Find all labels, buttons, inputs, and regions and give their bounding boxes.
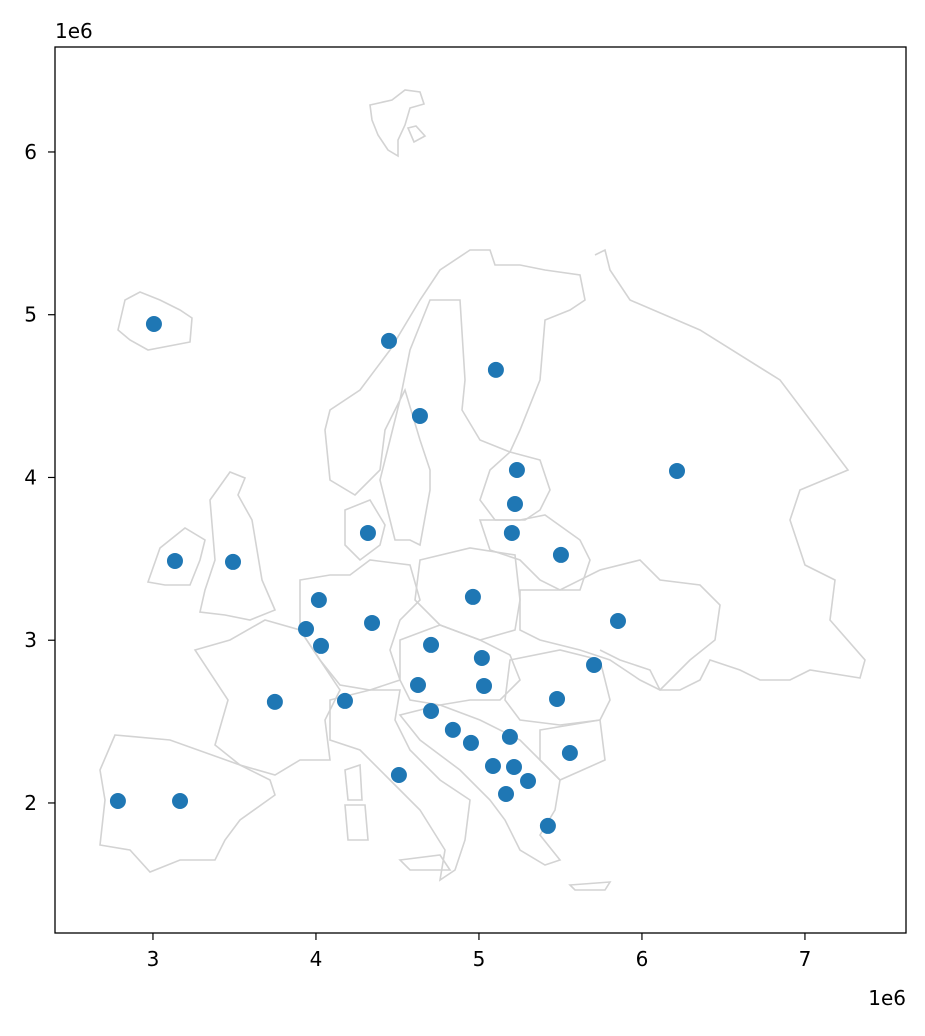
scatter-point — [390, 766, 407, 783]
scatter-point — [109, 793, 126, 810]
scatter-point — [484, 758, 501, 775]
scatter-point — [549, 690, 566, 707]
scatter-point — [145, 315, 162, 332]
y-offset-label: 1e6 — [55, 19, 93, 43]
x-tick-label: 7 — [799, 947, 812, 971]
scatter-point — [310, 592, 327, 609]
scatter-point — [464, 588, 481, 605]
scatter-point — [411, 407, 428, 424]
scatter-point — [552, 546, 569, 563]
scatter-point — [298, 620, 315, 637]
scatter-point — [336, 692, 353, 709]
scatter-point — [473, 649, 490, 666]
scatter-point — [586, 656, 603, 673]
scatter-point — [380, 332, 397, 349]
scatter-point — [668, 462, 685, 479]
scatter-point — [520, 772, 537, 789]
scatter-point — [313, 637, 330, 654]
scatter-point — [224, 553, 241, 570]
scatter-point — [501, 728, 518, 745]
x-tick-label: 3 — [147, 947, 160, 971]
scatter-point — [498, 786, 515, 803]
scatter-points — [109, 315, 685, 834]
scatter-point — [609, 613, 626, 630]
scatter-point — [539, 817, 556, 834]
scatter-point — [503, 524, 520, 541]
x-tick-label: 6 — [636, 947, 649, 971]
y-tick-label: 3 — [24, 628, 37, 652]
scatter-point — [508, 461, 525, 478]
scatter-point — [423, 636, 440, 653]
scatter-point — [364, 614, 381, 631]
scatter-point — [462, 734, 479, 751]
y-axis: 2 3 4 5 6 — [24, 140, 55, 815]
x-tick-label: 4 — [310, 947, 323, 971]
scatter-point — [444, 721, 461, 738]
scatter-point — [561, 745, 578, 762]
scatter-point — [166, 552, 183, 569]
y-tick-label: 5 — [24, 303, 37, 327]
scatter-point — [409, 676, 426, 693]
scatter-point — [359, 524, 376, 541]
x-axis: 3 4 5 6 7 — [147, 933, 812, 971]
x-tick-label: 5 — [473, 947, 486, 971]
scatter-point — [505, 758, 522, 775]
y-tick-label: 4 — [24, 465, 37, 489]
plot-area-frame — [54, 46, 907, 934]
x-offset-label: 1e6 — [868, 986, 906, 1010]
scatter-point — [266, 693, 283, 710]
scatter-point — [476, 677, 493, 694]
scatter-point — [423, 703, 440, 720]
country-outlines — [99, 89, 866, 891]
scatter-point — [172, 793, 189, 810]
y-tick-label: 6 — [24, 140, 37, 164]
scatter-point — [506, 495, 523, 512]
y-tick-label: 2 — [24, 791, 37, 815]
scatter-point — [487, 361, 504, 378]
